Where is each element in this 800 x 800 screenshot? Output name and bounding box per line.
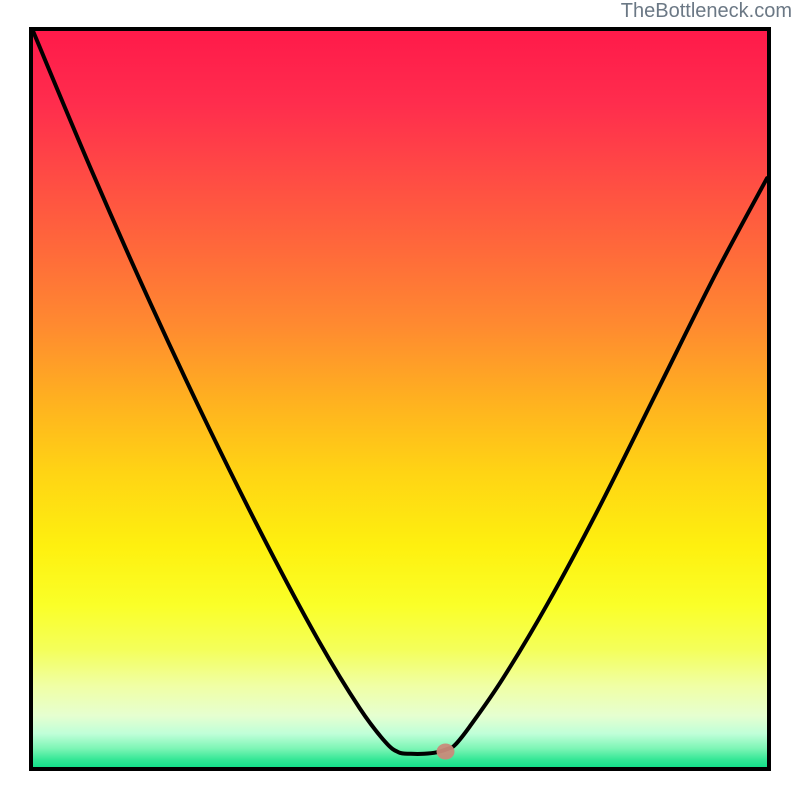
attribution-text: TheBottleneck.com <box>621 0 792 23</box>
plot-background <box>33 31 767 767</box>
chart-svg <box>0 25 800 800</box>
chart-container: TheBottleneck.com <box>0 0 800 800</box>
minimum-marker <box>437 744 455 760</box>
